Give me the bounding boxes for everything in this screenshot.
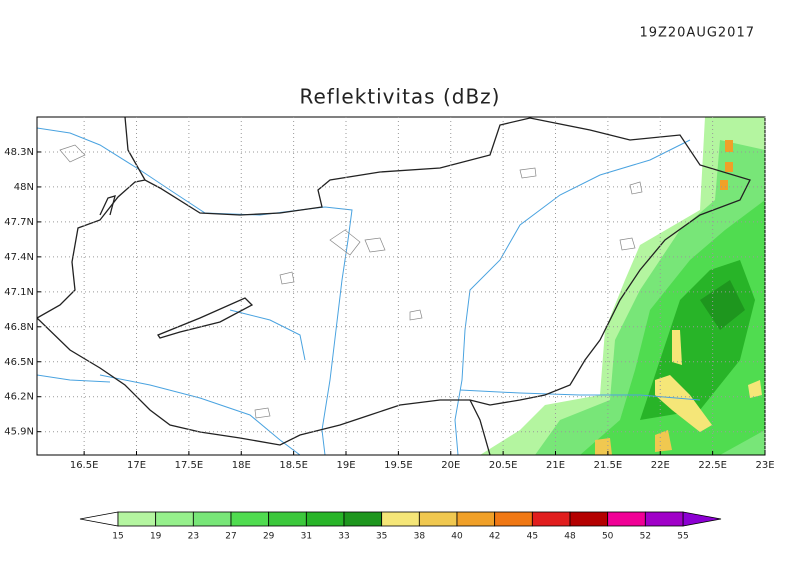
colorbar-label: 35 [376,532,387,542]
colorbar-over [682,511,722,527]
colorbar-label: 40 [451,532,463,542]
colorbar-box [155,511,194,527]
colorbar-label: 19 [150,532,162,542]
precipitation [480,117,765,455]
x-tick-label: 18E [232,460,251,471]
y-tick-label: 46.5N [4,357,34,368]
colorbar-label: 31 [301,532,312,542]
x-tick-label: 21.5E [594,460,623,471]
x-tick-label: 17E [127,460,146,471]
colorbar-box [117,511,157,527]
colorbar-under [79,511,119,527]
colorbar-box [569,511,609,527]
x-tick-label: 19.5E [384,460,413,471]
colorbar-box [230,511,270,527]
timestamp: 19Z20AUG2017 [639,26,755,41]
x-tick-label: 18.5E [279,460,308,471]
x-tick-label: 22E [651,460,670,471]
y-tick-label: 47.4N [4,252,34,263]
colorbar-label: 29 [263,532,275,542]
colorbar-label: 42 [489,532,500,542]
colorbar-label: 23 [188,532,199,542]
y-tick-label: 46.8N [4,322,34,333]
colorbar-label: 50 [602,532,614,542]
colorbar-box [343,511,383,527]
x-tick-label: 20.5E [489,460,518,471]
colorbar-label: 52 [640,532,651,542]
y-tick-label: 47.1N [4,287,34,298]
y-tick-label: 48N [14,182,34,193]
y-tick-label: 48.3N [4,147,34,158]
colorbar-label: 48 [564,532,576,542]
colorbar-box [418,511,458,527]
graticule [37,117,766,455]
colorbar-label: 45 [527,532,538,542]
x-tick-label: 21E [546,460,565,471]
colorbar-box [268,511,307,527]
colorbar-box [531,511,571,527]
colorbar-box [456,511,496,527]
colorbar-box [644,511,684,527]
ticks: 16.5E 17E 17.5E 18E 18.5E 19E 19.5E 20E 20.5E 21E… [4,147,774,471]
y-tick-label: 45.9N [4,427,34,438]
x-tick-label: 19E [336,460,355,471]
y-tick-label: 47.7N [4,217,34,228]
colorbar-box [192,511,232,527]
colorbar-box [494,511,533,527]
colorbar-label: 38 [414,532,426,542]
colorbar-box [607,511,646,527]
colorbar: 15 19 23 27 29 31 33 35 38 40 42 45 48 50 52 55 [79,511,722,542]
colorbar-box [305,511,345,527]
lakes [59,144,643,419]
colorbar-label: 15 [112,532,123,542]
colorbar-box [381,511,420,527]
map-area [37,117,765,455]
x-tick-label: 16.5E [70,460,99,471]
colorbar-label: 55 [677,532,688,542]
x-tick-label: 20E [441,460,460,471]
colorbar-label: 27 [225,532,236,542]
y-tick-label: 46.2N [4,392,34,403]
borders [37,117,751,455]
x-tick-label: 17.5E [175,460,204,471]
map-title: Reflektivitas (dBz) [300,85,501,109]
colorbar-label: 33 [338,532,349,542]
x-tick-label: 22.5E [698,460,727,471]
x-tick-label: 23E [755,460,774,471]
